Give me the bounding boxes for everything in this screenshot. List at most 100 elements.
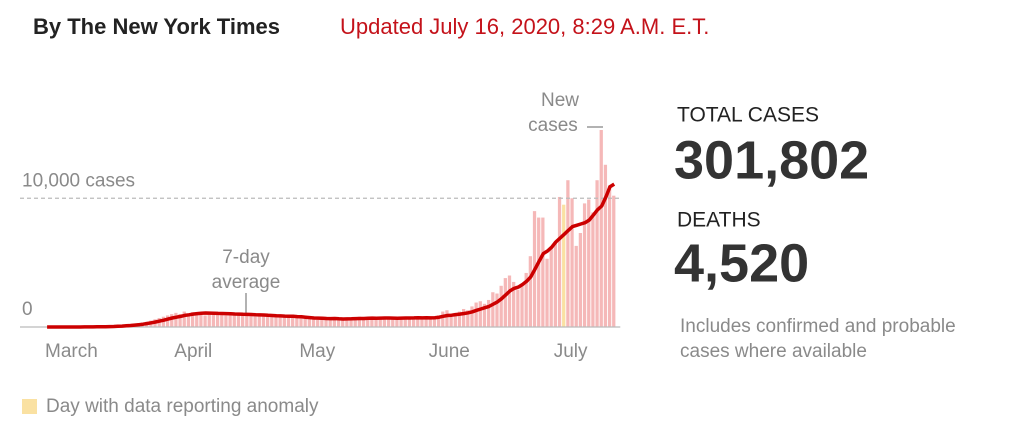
bar — [424, 317, 428, 327]
bar — [165, 315, 170, 327]
bar — [541, 217, 545, 327]
bar — [495, 293, 499, 327]
bar — [253, 316, 257, 327]
y-tick-label: 0 — [22, 299, 33, 320]
bar — [186, 313, 191, 327]
bar — [228, 312, 232, 327]
bar — [420, 318, 424, 327]
bar — [195, 312, 199, 327]
bar — [382, 317, 387, 327]
bar — [441, 311, 445, 327]
bar — [416, 316, 420, 327]
bar — [499, 285, 503, 327]
bar — [607, 185, 612, 327]
byline: By The New York Times — [33, 14, 280, 39]
bar — [386, 317, 391, 327]
bar — [428, 317, 432, 327]
bar — [566, 180, 570, 327]
bar — [240, 314, 245, 327]
x-tick-label: April — [174, 341, 212, 362]
x-tick-label: June — [429, 341, 470, 362]
bar — [307, 319, 311, 327]
bar — [399, 317, 403, 327]
bar — [574, 245, 578, 327]
bar — [432, 318, 437, 327]
bar — [249, 314, 253, 327]
bar — [545, 258, 549, 327]
bar — [361, 318, 366, 327]
bar — [603, 164, 608, 327]
bar — [291, 316, 295, 327]
cases-label: TOTAL CASES — [677, 104, 819, 127]
note: Includes confirmed and probable — [680, 316, 956, 337]
bar — [487, 299, 491, 327]
legend-swatch — [22, 399, 37, 414]
bar — [457, 311, 462, 327]
bar — [170, 314, 174, 327]
bar — [595, 180, 599, 327]
bar — [278, 317, 282, 327]
bar — [557, 196, 562, 327]
bar — [395, 319, 399, 327]
bar — [220, 313, 224, 327]
bar — [516, 289, 520, 327]
bar — [507, 275, 512, 327]
bar — [537, 217, 541, 327]
bar — [303, 318, 307, 327]
bar — [466, 310, 470, 327]
bar — [462, 308, 466, 327]
bar — [211, 312, 216, 327]
bar — [520, 284, 524, 327]
annotation: 7-day — [222, 247, 270, 268]
bar — [445, 310, 449, 327]
bar — [311, 317, 316, 327]
bar — [203, 315, 207, 327]
bar — [266, 315, 270, 327]
bar — [257, 314, 261, 327]
bar — [286, 316, 291, 327]
bar — [553, 243, 558, 327]
bar — [295, 317, 299, 327]
bar — [190, 312, 195, 327]
bar — [236, 314, 241, 327]
bar — [491, 292, 495, 327]
bar — [345, 320, 349, 327]
bar — [261, 314, 266, 327]
annotation: average — [212, 272, 281, 293]
bar — [449, 314, 453, 327]
bar — [599, 130, 603, 327]
bar — [612, 195, 616, 327]
bar — [453, 312, 457, 327]
bar — [328, 317, 332, 327]
bar — [391, 318, 395, 327]
bar — [182, 311, 186, 327]
bar — [320, 319, 324, 327]
bar — [370, 319, 374, 327]
y-tick-label: 10,000 cases — [22, 170, 135, 191]
bar — [374, 318, 378, 327]
x-tick-label: July — [554, 341, 588, 362]
bar — [224, 315, 228, 327]
bar — [582, 203, 587, 327]
bar — [245, 315, 249, 327]
bar — [274, 316, 278, 327]
annotation: New — [541, 90, 579, 111]
bar — [570, 198, 574, 327]
bar — [232, 314, 236, 327]
bar — [512, 281, 516, 327]
bar — [282, 315, 286, 327]
bar — [215, 314, 220, 327]
bar — [587, 199, 591, 327]
deaths-total: 4,520 — [674, 233, 809, 293]
bar — [357, 316, 362, 327]
bar — [470, 306, 474, 327]
bar — [174, 312, 178, 327]
bar — [411, 317, 416, 327]
bar — [332, 319, 336, 327]
bar — [578, 233, 583, 327]
bar — [324, 318, 328, 327]
bar — [349, 319, 353, 327]
bar — [316, 319, 320, 327]
bar — [562, 204, 566, 327]
